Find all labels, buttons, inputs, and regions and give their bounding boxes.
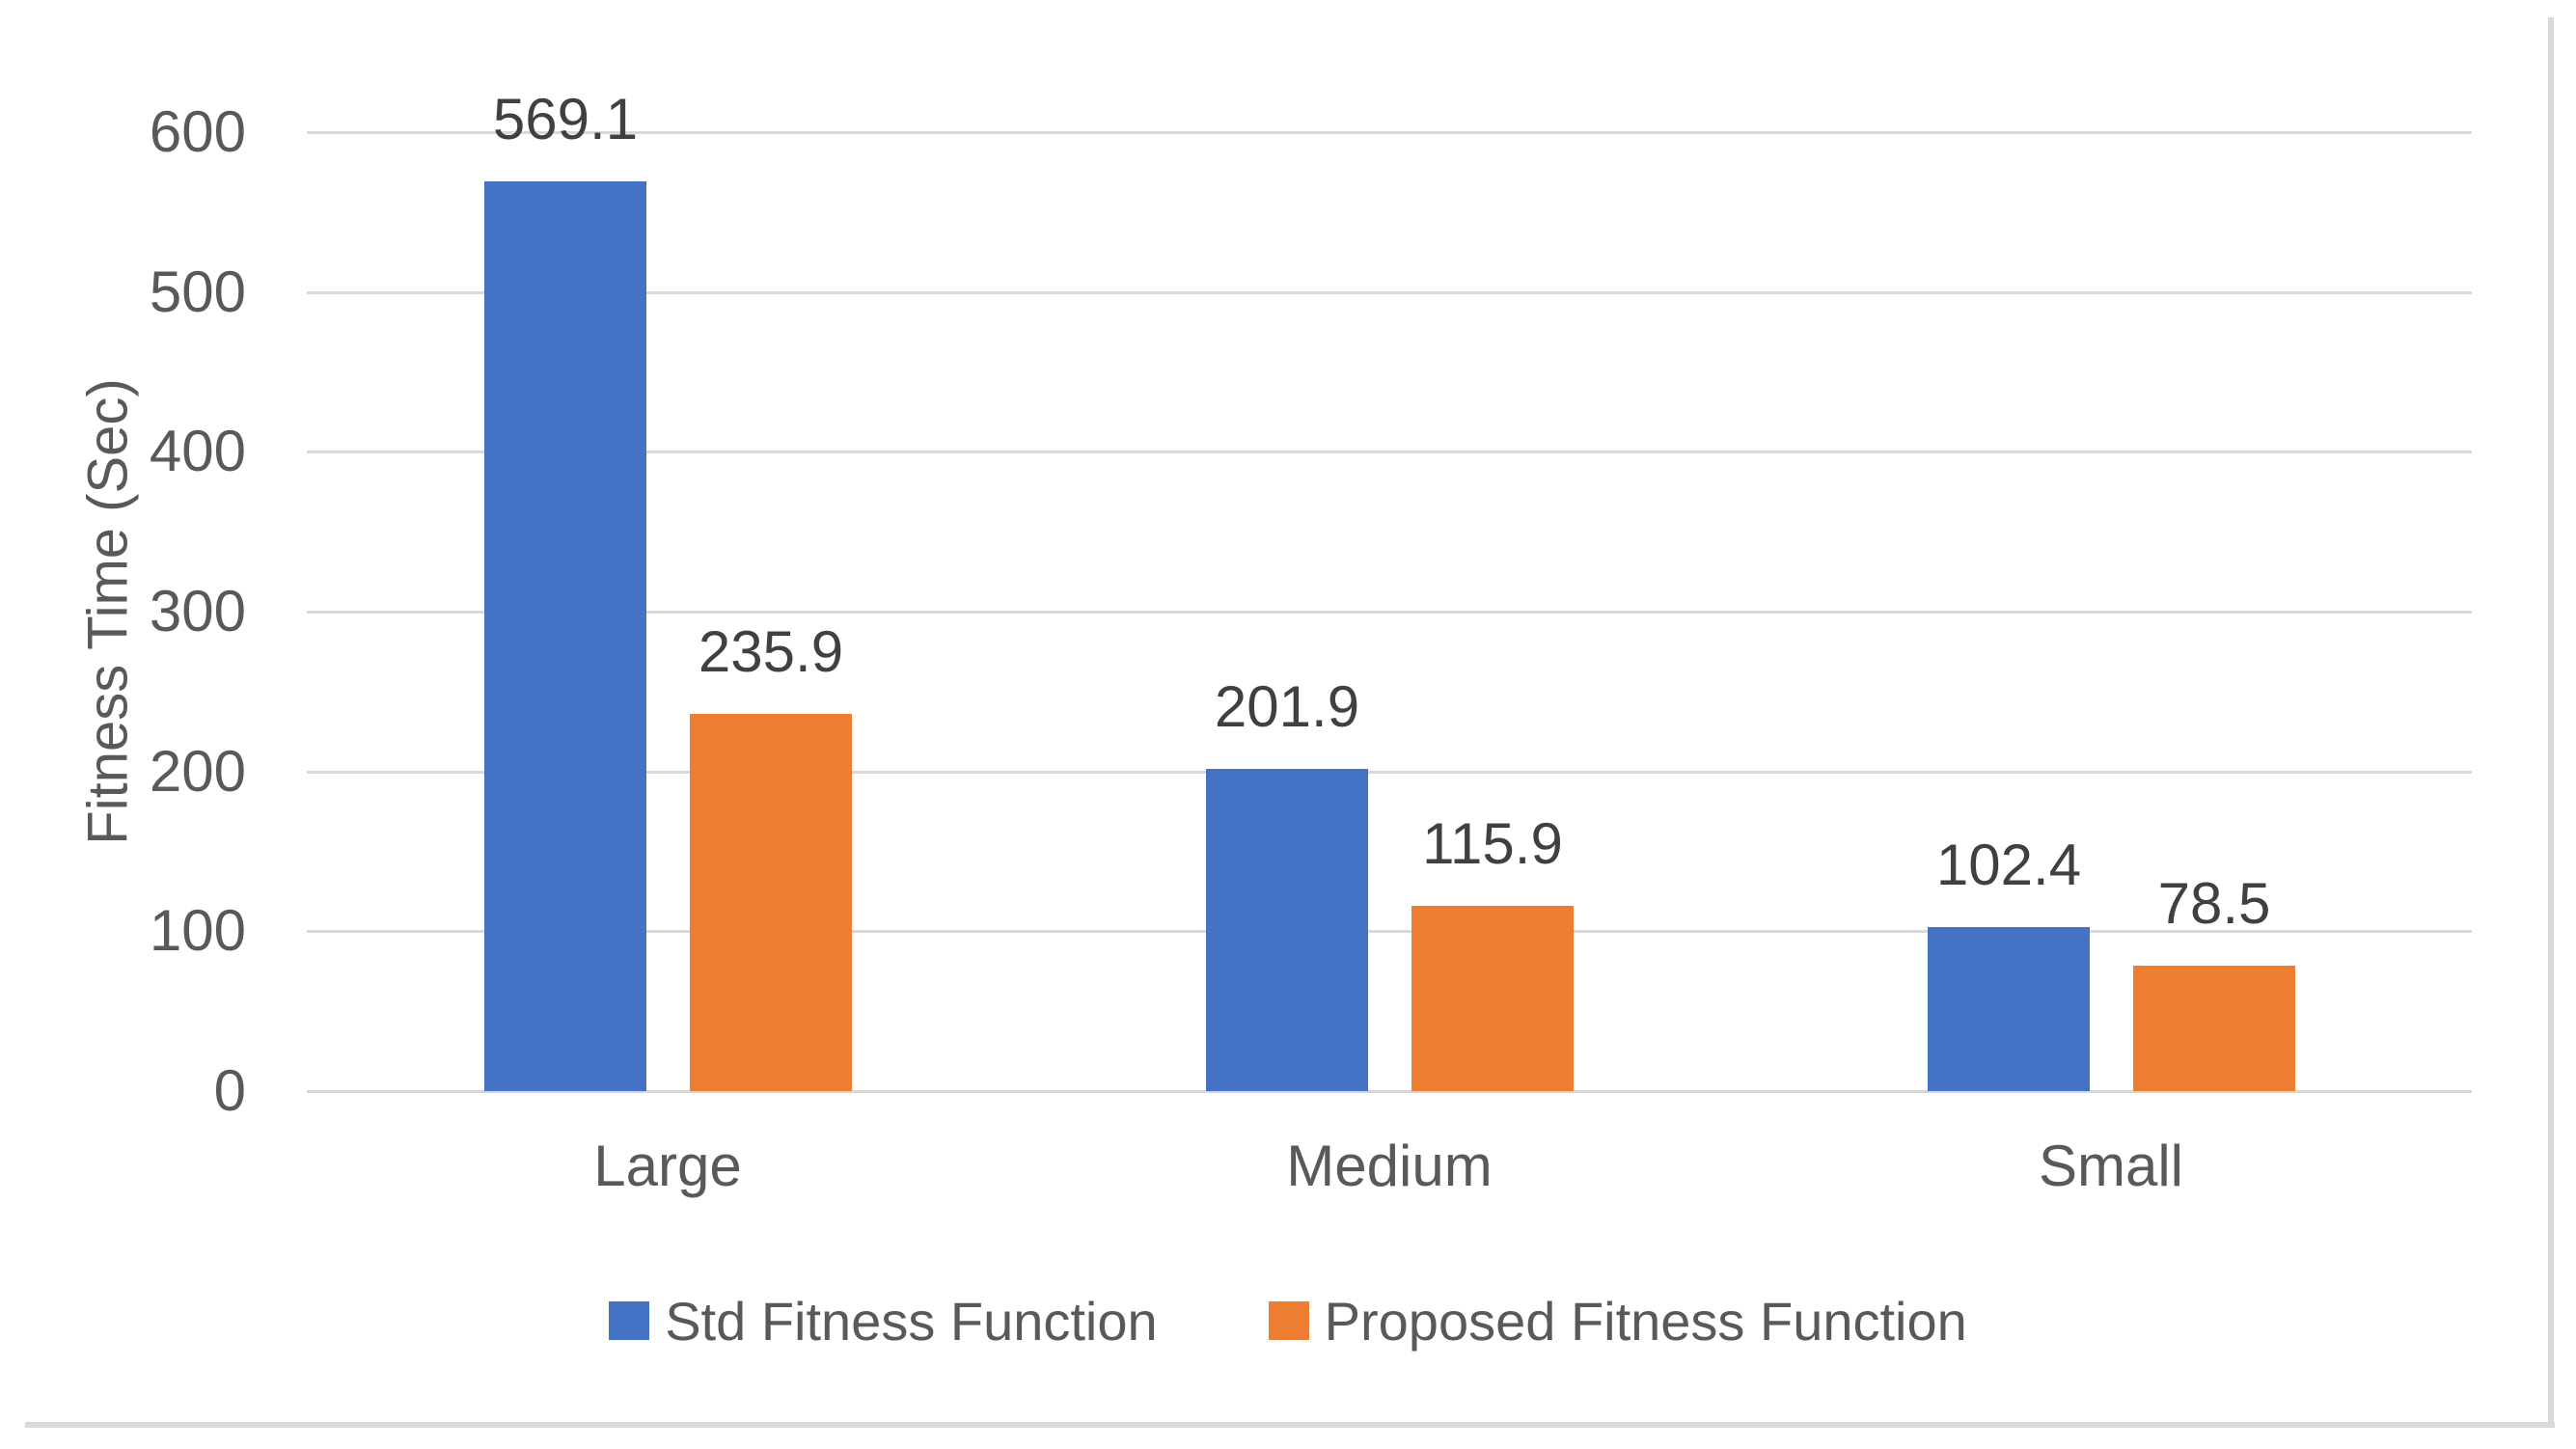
bar-proposed-fitness-function-small (2133, 966, 2295, 1091)
legend-label-proposed-fitness-function: Proposed Fitness Function (1324, 1290, 1967, 1352)
legend-item-proposed-fitness-function: Proposed Fitness Function (1268, 1290, 1967, 1353)
legend-label-std-fitness-function: Std Fitness Function (665, 1290, 1158, 1352)
category-label-small: Small (2038, 1134, 2184, 1198)
data-label-std-fitness-function-small: 102.4 (1935, 833, 2082, 897)
y-tick-label-600: 600 (149, 99, 246, 164)
bar-std-fitness-function-large (484, 181, 646, 1091)
y-tick-label-0: 0 (213, 1058, 246, 1123)
y-tick-label-500: 500 (149, 259, 246, 324)
chart-frame-bottom-border (25, 1422, 2555, 1428)
gridline-300 (307, 611, 2472, 614)
gridline-400 (307, 451, 2472, 454)
legend-swatch-std-fitness-function (609, 1301, 650, 1340)
category-label-medium: Medium (1286, 1134, 1493, 1198)
data-label-std-fitness-function-medium: 201.9 (1214, 674, 1360, 739)
x-axis-category-labels: Large Medium Small (307, 1136, 2472, 1204)
bar-proposed-fitness-function-large (690, 714, 852, 1091)
y-axis-tick-labels: 600 500 400 300 200 100 0 (0, 99, 246, 1123)
y-tick-label-200: 200 (149, 738, 246, 804)
bar-std-fitness-function-small (1928, 927, 2090, 1091)
data-label-proposed-fitness-function-large: 235.9 (698, 619, 844, 684)
y-tick-label-300: 300 (149, 579, 246, 643)
plot-area: 569.1 235.9 201.9 115.9 102.4 78.5 (307, 90, 2472, 1093)
data-label-std-fitness-function-large: 569.1 (492, 87, 639, 151)
legend: Std Fitness Function Proposed Fitness Fun… (0, 1284, 2576, 1357)
gridline-200 (307, 770, 2472, 774)
category-label-large: Large (593, 1134, 742, 1198)
x-axis-line (307, 1090, 2472, 1093)
chart-frame-right-border (2548, 17, 2554, 1428)
data-label-proposed-fitness-function-medium: 115.9 (1422, 811, 1563, 876)
legend-swatch-proposed-fitness-function (1268, 1301, 1309, 1340)
gridline-100 (307, 930, 2472, 934)
y-tick-label-100: 100 (149, 898, 246, 964)
gridline-600 (307, 131, 2472, 134)
gridline-500 (307, 290, 2472, 294)
y-tick-label-400: 400 (149, 419, 246, 484)
bar-proposed-fitness-function-medium (1411, 906, 1574, 1091)
bar-std-fitness-function-medium (1206, 769, 1368, 1091)
legend-item-std-fitness-function: Std Fitness Function (609, 1290, 1158, 1353)
data-label-proposed-fitness-function-small: 78.5 (2157, 871, 2271, 936)
